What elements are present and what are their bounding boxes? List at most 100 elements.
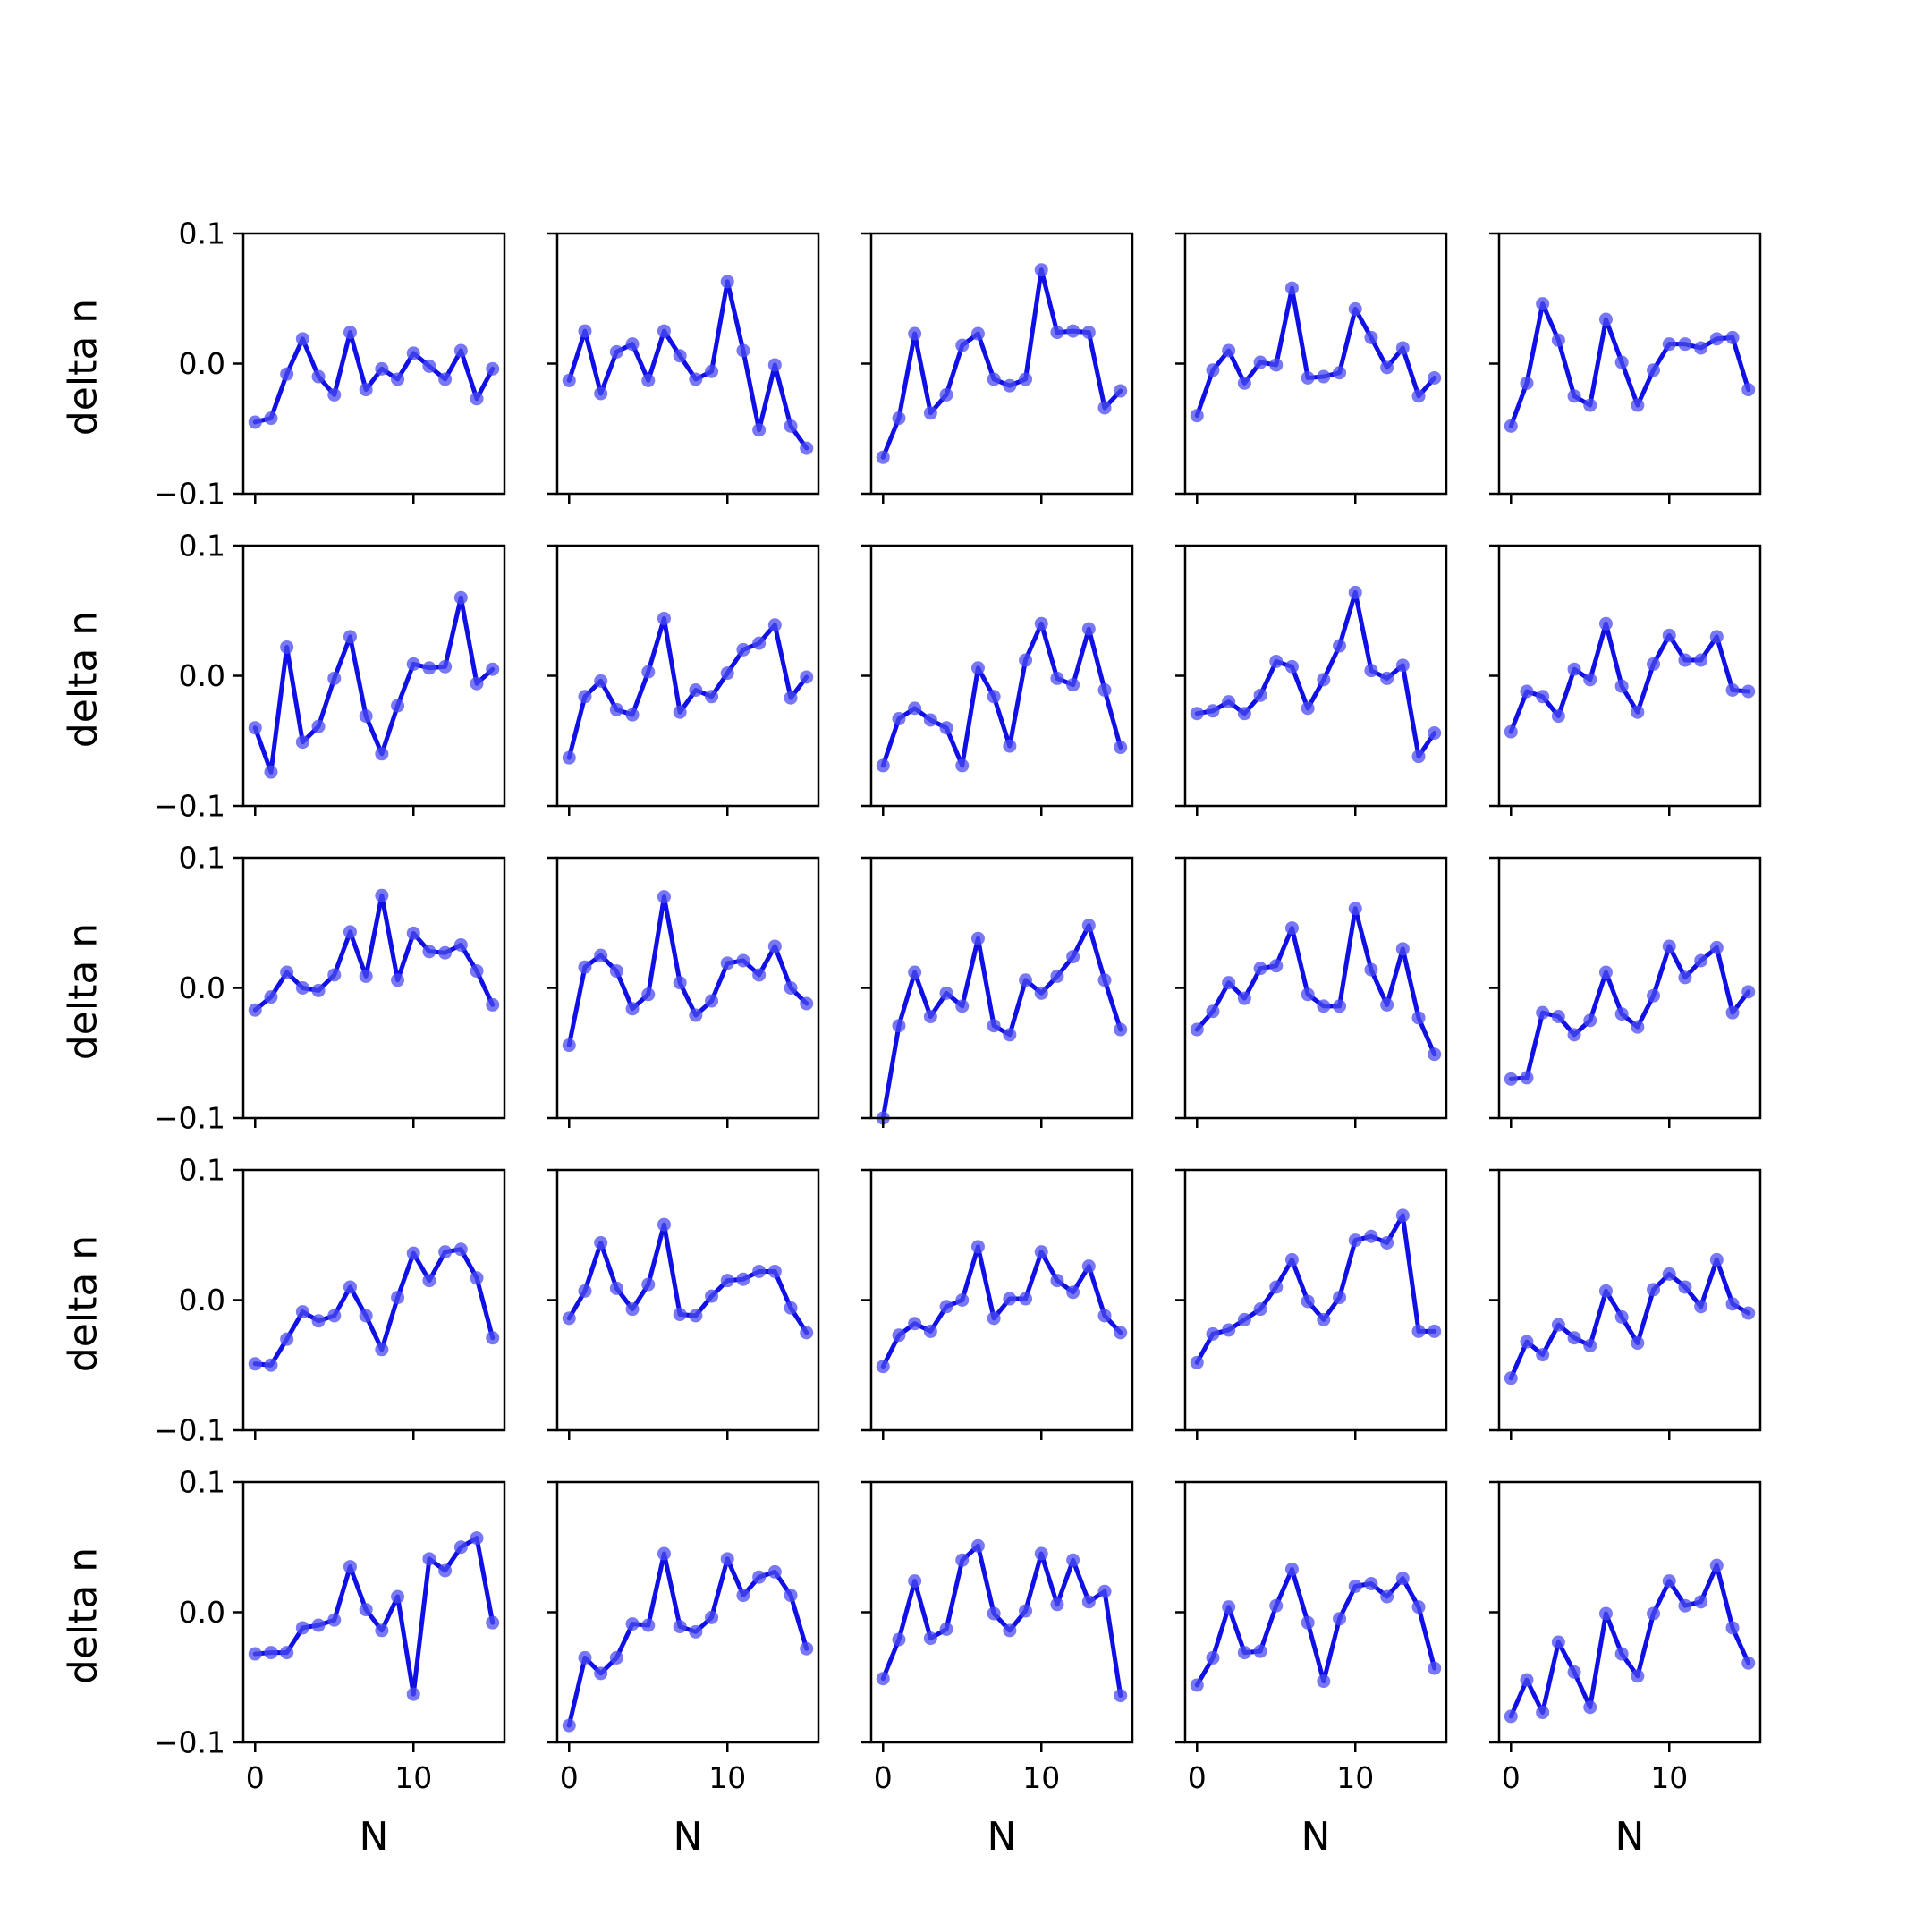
data-point	[752, 423, 767, 437]
data-point	[470, 392, 484, 406]
data-point	[689, 1008, 703, 1022]
x-tick-label: 0	[874, 1760, 893, 1795]
data-point	[1034, 616, 1048, 631]
subplot-r0-c3	[1175, 232, 1448, 504]
data-point	[1380, 997, 1394, 1012]
data-point	[641, 665, 656, 679]
data-point	[343, 925, 357, 939]
data-point	[1380, 671, 1394, 685]
data-point	[1678, 1280, 1692, 1294]
x-tick-label: 0	[560, 1760, 579, 1795]
data-point	[767, 1264, 782, 1278]
data-point	[609, 1650, 623, 1665]
data-point	[1380, 360, 1394, 375]
data-point	[767, 358, 782, 372]
data-point	[705, 1289, 719, 1303]
data-point	[422, 945, 436, 959]
data-point	[391, 1291, 405, 1305]
data-point	[1019, 1292, 1033, 1306]
data-point	[1583, 1700, 1597, 1715]
data-point	[1190, 409, 1204, 423]
data-point	[1395, 341, 1410, 355]
data-point	[1348, 585, 1362, 599]
data-point	[673, 705, 687, 719]
data-point	[311, 1618, 326, 1632]
data-point	[1253, 355, 1267, 369]
data-point	[1114, 1689, 1128, 1703]
data-point	[295, 735, 309, 750]
data-point	[1631, 1336, 1645, 1351]
data-point	[1348, 301, 1362, 316]
data-point	[1066, 324, 1080, 338]
data-point	[1364, 664, 1378, 678]
data-point	[578, 1284, 592, 1298]
subplot-r1-c1	[547, 544, 820, 816]
series-line	[1194, 589, 1437, 759]
data-point	[1003, 378, 1017, 393]
data-point	[955, 999, 970, 1013]
data-point	[486, 1615, 500, 1630]
data-point	[562, 1311, 576, 1326]
data-point	[1269, 1598, 1284, 1613]
data-point	[1536, 690, 1550, 704]
subplot-r2-c1	[547, 856, 820, 1128]
data-point	[578, 1650, 592, 1665]
data-point	[1190, 1355, 1204, 1369]
data-point	[1114, 384, 1128, 398]
data-point	[1253, 962, 1267, 976]
subplot-r3-c3	[1175, 1168, 1448, 1440]
data-point	[1520, 376, 1534, 390]
data-point	[705, 1610, 719, 1624]
data-point	[375, 361, 389, 376]
data-point	[422, 1552, 436, 1566]
data-point	[486, 662, 500, 676]
data-point	[1364, 1576, 1378, 1590]
data-point	[892, 1328, 906, 1343]
data-point	[438, 1245, 453, 1259]
data-point	[784, 419, 798, 433]
data-point	[1536, 297, 1550, 311]
data-point	[955, 758, 970, 773]
data-point	[248, 1003, 262, 1017]
data-point	[1709, 1252, 1724, 1267]
data-point	[359, 969, 373, 983]
data-point	[453, 590, 468, 605]
data-point	[1520, 1673, 1534, 1687]
data-point	[1097, 1584, 1112, 1598]
y-axis-label: delta n	[61, 1235, 106, 1372]
data-point	[752, 968, 767, 982]
data-point	[311, 1314, 326, 1328]
data-point	[987, 1311, 1001, 1326]
data-point	[391, 973, 405, 987]
data-point	[343, 1560, 357, 1574]
data-point	[280, 1332, 294, 1346]
data-point	[784, 1589, 798, 1603]
data-point	[641, 1618, 656, 1632]
data-point	[343, 630, 357, 644]
data-point	[970, 1538, 985, 1553]
data-point	[1631, 705, 1645, 719]
data-point	[1190, 1022, 1204, 1037]
data-point	[1253, 1644, 1267, 1658]
data-point	[736, 953, 750, 968]
x-tick-label: 10	[394, 1760, 432, 1795]
data-point	[327, 671, 342, 685]
data-point	[1725, 1005, 1740, 1020]
data-point	[406, 1246, 420, 1260]
data-point	[1678, 653, 1692, 667]
data-point	[264, 1646, 278, 1660]
data-point	[767, 1564, 782, 1579]
data-point	[800, 996, 814, 1011]
data-point	[1364, 962, 1378, 977]
data-point	[594, 674, 608, 688]
data-point	[673, 1620, 687, 1634]
data-point	[311, 983, 326, 997]
data-point	[1301, 1294, 1315, 1309]
data-point	[641, 1277, 656, 1292]
x-axis-label: N	[1301, 1814, 1331, 1860]
data-point	[923, 1324, 937, 1338]
subplot-r1-c3	[1175, 544, 1448, 816]
data-point	[453, 1540, 468, 1555]
data-point	[1317, 673, 1331, 687]
